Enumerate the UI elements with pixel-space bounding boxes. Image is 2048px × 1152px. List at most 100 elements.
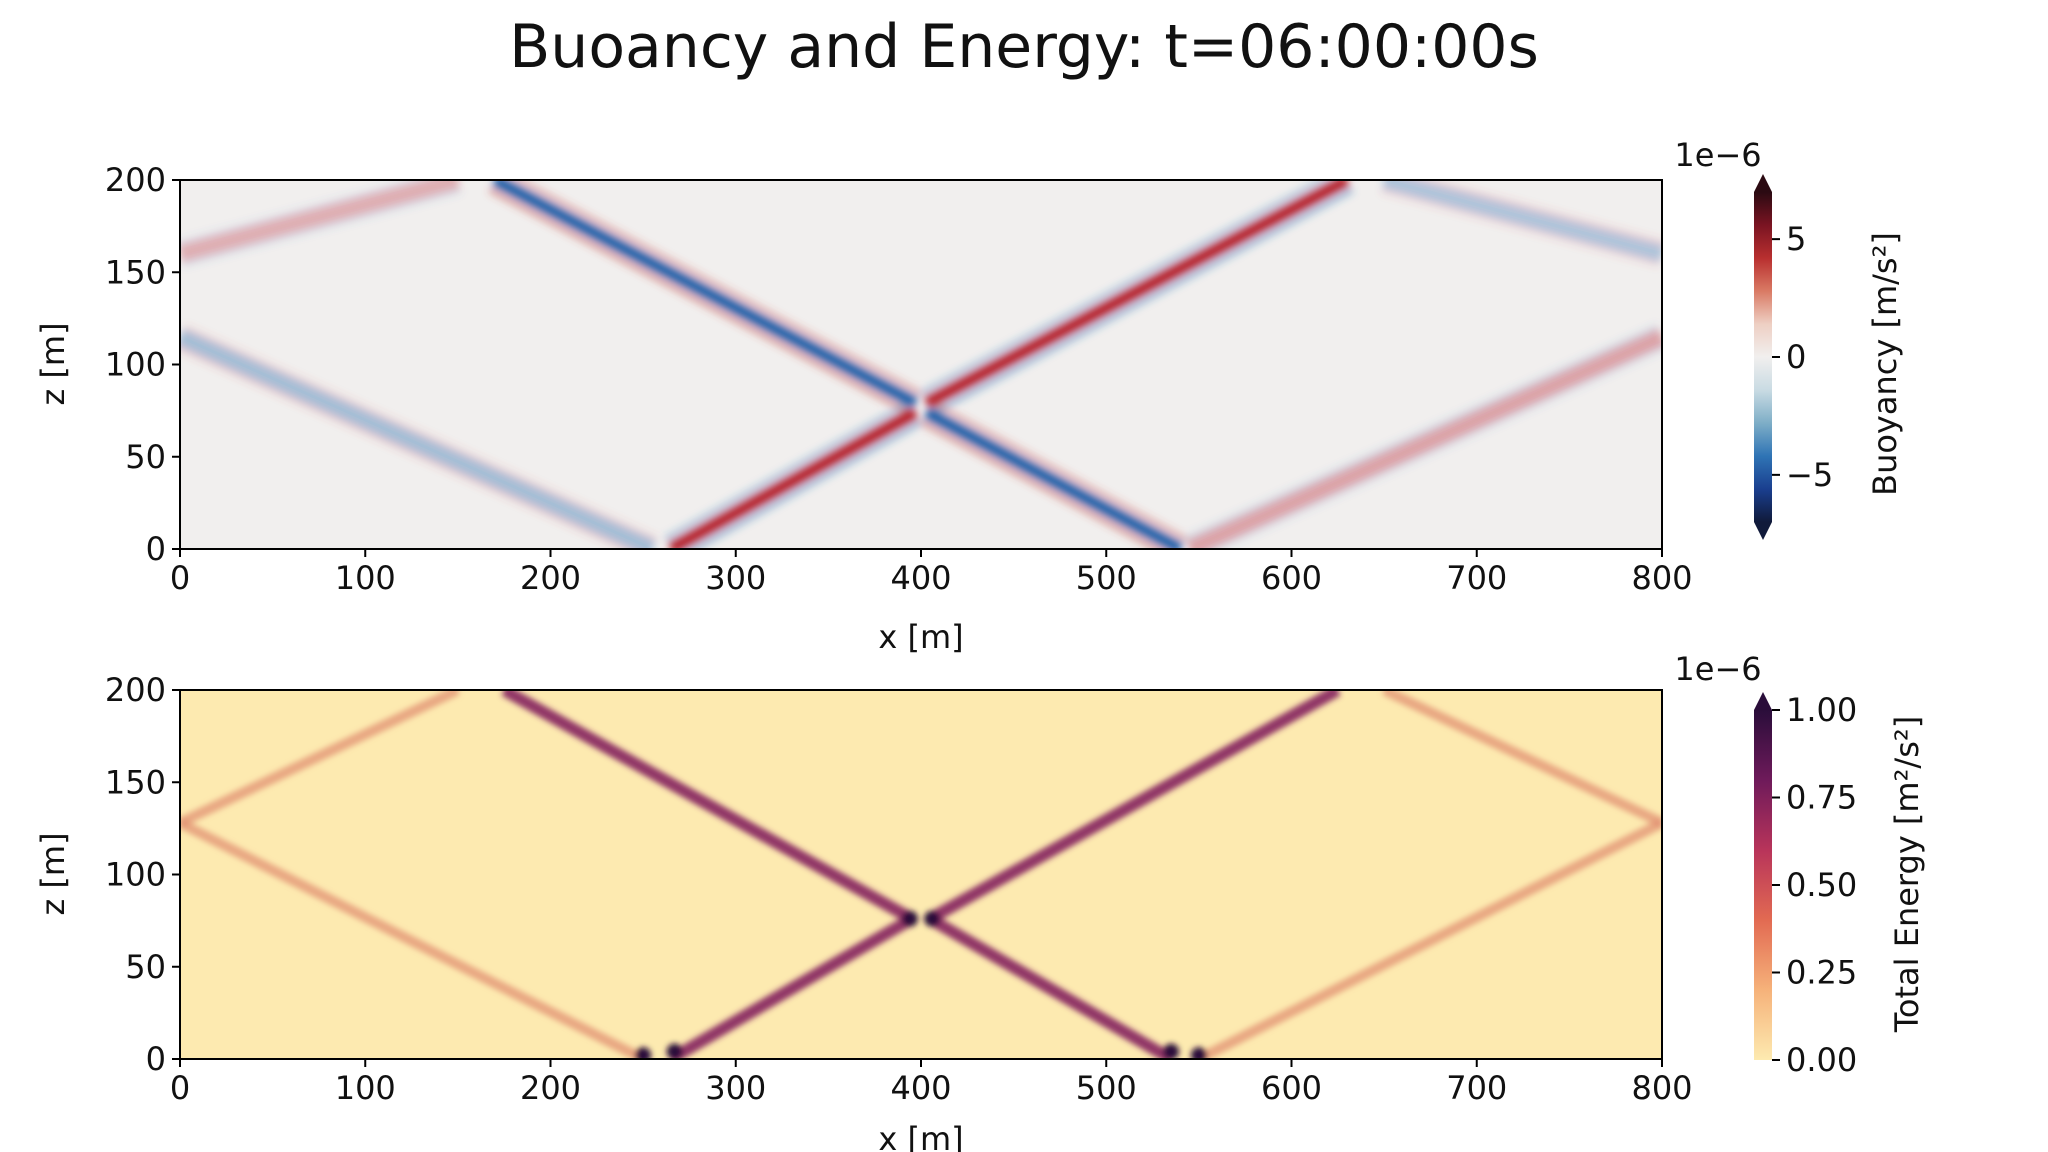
- buoyancy-beam-lobe: [1209, 345, 1662, 549]
- y-tick-label: 100: [105, 856, 166, 894]
- figure-title: Buoancy and Energy: t=06:00:00s: [509, 12, 1539, 82]
- buoyancy-plot-area: [180, 180, 1662, 549]
- buoyancy-beam-lobe: [511, 180, 923, 397]
- colorbar-tick-label: 1.00: [1786, 691, 1857, 729]
- buoyancy-beam: [1381, 180, 1662, 263]
- colorbar-tick-label: −5: [1786, 456, 1833, 494]
- x-tick-label: 500: [1076, 559, 1137, 597]
- x-tick-label: 0: [170, 559, 190, 597]
- energy-beam: [501, 690, 915, 925]
- buoyancy-beam: [180, 328, 657, 549]
- buoyancy-beam: [923, 407, 1184, 549]
- energy-hotspot: [1163, 1043, 1180, 1059]
- energy-beam: [1381, 690, 1662, 828]
- x-tick-label: 400: [890, 1069, 951, 1107]
- buoyancy-y-ticks: 0 50 100 150 200: [105, 161, 180, 568]
- buoyancy-beam-lobe: [180, 345, 633, 549]
- energy-y-ticks: 0 50 100 150 200: [105, 671, 180, 1078]
- energy-beam: [180, 690, 461, 828]
- x-tick-label: 100: [335, 559, 396, 597]
- y-tick-label: 150: [105, 253, 166, 291]
- buoyancy-beam-lobe: [1415, 180, 1662, 246]
- x-tick-label: 600: [1261, 559, 1322, 597]
- x-tick-label: 500: [1076, 1069, 1137, 1107]
- y-tick-label: 50: [125, 438, 166, 476]
- colorbar-tick-label: 0.75: [1786, 779, 1857, 817]
- x-tick-label: 200: [520, 559, 581, 597]
- energy-beam: [180, 818, 646, 1059]
- buoyancy-beam: [667, 407, 919, 549]
- buoyancy-beam-lobe: [488, 187, 912, 416]
- energy-hotspot: [635, 1047, 652, 1059]
- buoyancy-colorbar: −5 0 5 1e−6 Buoyancy [m/s²]: [1674, 136, 1904, 540]
- x-tick-label: 0: [170, 1069, 190, 1107]
- buoyancy-beam-lobe: [930, 400, 1187, 542]
- y-tick-label: 0: [146, 1040, 166, 1078]
- energy-colorbar-bar: [1754, 710, 1772, 1060]
- y-tick-label: 150: [105, 763, 166, 801]
- energy-x-ticks: 0 100 200 300 400 500 600 700 800: [170, 1059, 1693, 1107]
- energy-colorbar-extend-max: [1754, 692, 1772, 710]
- x-tick-label: 100: [335, 1069, 396, 1107]
- x-tick-label: 300: [705, 559, 766, 597]
- energy-hotspot: [666, 1043, 683, 1059]
- energy-field: [180, 690, 1662, 1059]
- y-tick-label: 0: [146, 530, 166, 568]
- energy-ylabel: z [m]: [34, 832, 72, 915]
- buoyancy-beam-lobe: [180, 180, 427, 246]
- energy-panel: 0 100 200 300 400 500 600 700 800 0 50 100 150 200 x…: [34, 650, 1926, 1152]
- x-tick-label: 800: [1631, 1069, 1692, 1107]
- buoyancy-beam-lobe: [1380, 187, 1660, 268]
- colorbar-tick-label: 0.25: [1786, 954, 1857, 992]
- energy-colorbar-ticks: 0.00 0.25 0.50 0.75 1.00: [1772, 691, 1857, 1079]
- energy-xlabel: x [m]: [878, 1120, 963, 1152]
- energy-hotspot: [924, 910, 941, 927]
- buoyancy-beam-lobe: [919, 180, 1331, 397]
- colorbar-tick-label: 0: [1786, 338, 1806, 376]
- buoyancy-beam-lobe: [182, 187, 462, 268]
- buoyancy-colorbar-ticks: −5 0 5: [1772, 220, 1833, 494]
- x-tick-label: 300: [705, 1069, 766, 1107]
- y-tick-label: 200: [105, 161, 166, 199]
- x-tick-label: 700: [1446, 559, 1507, 597]
- colorbar-tick-label: 5: [1786, 220, 1806, 258]
- buoyancy-colorbar-scale: 1e−6: [1674, 136, 1761, 174]
- buoyancy-beam: [1185, 328, 1662, 549]
- x-tick-label: 800: [1631, 559, 1692, 597]
- energy-colorbar-scale: 1e−6: [1674, 650, 1761, 688]
- buoyancy-colorbar-extend-min: [1754, 522, 1772, 540]
- buoyancy-beam: [180, 180, 461, 263]
- buoyancy-beam-lobe: [1183, 324, 1659, 542]
- buoyancy-beam-lobe: [664, 400, 912, 543]
- energy-beam: [927, 913, 1175, 1059]
- y-tick-label: 50: [125, 948, 166, 986]
- y-tick-label: 100: [105, 346, 166, 384]
- buoyancy-colorbar-bar: [1754, 192, 1772, 522]
- energy-beam: [927, 690, 1341, 925]
- x-tick-label: 700: [1446, 1069, 1507, 1107]
- buoyancy-field: [180, 180, 1662, 549]
- colorbar-tick-label: 0.00: [1786, 1041, 1857, 1079]
- buoyancy-beam-lobe: [687, 419, 923, 549]
- buoyancy-xlabel: x [m]: [878, 618, 963, 656]
- x-tick-label: 600: [1261, 1069, 1322, 1107]
- energy-beam: [1196, 818, 1662, 1059]
- buoyancy-beam-lobe: [919, 419, 1164, 549]
- colorbar-tick-label: 0.50: [1786, 866, 1857, 904]
- x-tick-label: 400: [890, 559, 951, 597]
- buoyancy-x-ticks: 0 100 200 300 400 500 600 700 800: [170, 549, 1693, 597]
- x-tick-label: 200: [520, 1069, 581, 1107]
- buoyancy-colorbar-label: Buoyancy [m/s²]: [1866, 232, 1904, 496]
- buoyancy-ylabel: z [m]: [34, 322, 72, 405]
- energy-colorbar-label: Total Energy [m²/s²]: [1888, 716, 1926, 1033]
- buoyancy-beam-lobe: [930, 187, 1354, 416]
- buoyancy-colorbar-extend-max: [1754, 174, 1772, 192]
- y-tick-label: 200: [105, 671, 166, 709]
- buoyancy-beam: [923, 180, 1350, 409]
- buoyancy-beam-lobe: [183, 324, 659, 542]
- energy-colorbar: 0.00 0.25 0.50 0.75 1.00 1e−6 Total Energy […: [1674, 650, 1926, 1079]
- energy-hotspot: [901, 910, 918, 927]
- energy-hotspot: [1190, 1047, 1207, 1059]
